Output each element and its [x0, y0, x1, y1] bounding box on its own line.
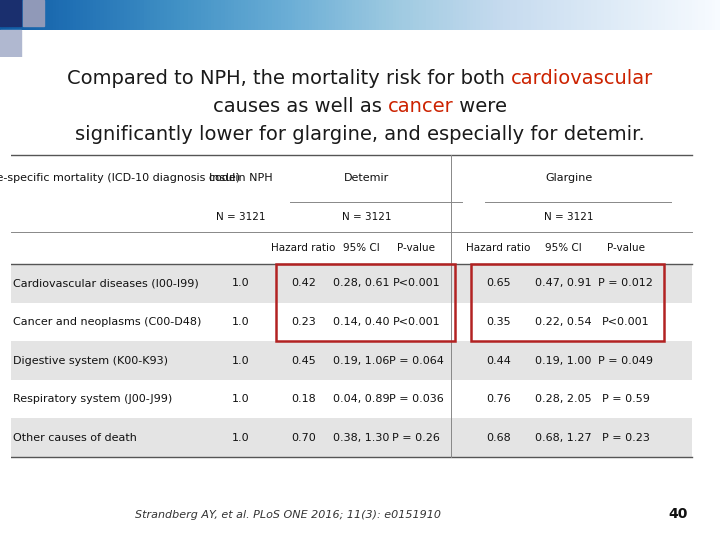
- Text: P<0.001: P<0.001: [602, 317, 649, 327]
- Text: 0.44: 0.44: [486, 355, 511, 366]
- Text: P = 0.23: P = 0.23: [602, 433, 649, 443]
- Text: P = 0.012: P = 0.012: [598, 279, 653, 288]
- Text: 95% CI: 95% CI: [343, 243, 379, 253]
- Text: were: were: [454, 97, 508, 116]
- Text: Glargine: Glargine: [546, 173, 593, 183]
- Text: 0.19, 1.00: 0.19, 1.00: [535, 355, 592, 366]
- Text: Strandberg AY, et al. PLoS ONE 2016; 11(3): e0151910: Strandberg AY, et al. PLoS ONE 2016; 11(…: [135, 510, 441, 521]
- Text: P = 0.036: P = 0.036: [389, 394, 444, 404]
- Bar: [11, 418, 693, 457]
- Text: Detemir: Detemir: [344, 173, 390, 183]
- Text: P<0.001: P<0.001: [392, 317, 440, 327]
- Text: N = 3121: N = 3121: [216, 212, 266, 222]
- Bar: [471, 264, 664, 341]
- Text: 1.0: 1.0: [232, 433, 250, 443]
- Text: Insulin NPH: Insulin NPH: [209, 173, 273, 183]
- Text: 40: 40: [668, 508, 688, 522]
- Text: 0.45: 0.45: [291, 355, 316, 366]
- Text: P<0.001: P<0.001: [392, 279, 440, 288]
- Text: Respiratory system (J00-J99): Respiratory system (J00-J99): [13, 394, 172, 404]
- Text: Cardiovascular diseases (I00-I99): Cardiovascular diseases (I00-I99): [13, 279, 199, 288]
- Text: 0.28, 0.61: 0.28, 0.61: [333, 279, 390, 288]
- Text: 0.70: 0.70: [291, 433, 316, 443]
- Text: causes as well as: causes as well as: [212, 97, 387, 116]
- Text: 0.76: 0.76: [486, 394, 511, 404]
- Text: P = 0.064: P = 0.064: [389, 355, 444, 366]
- Text: 1.0: 1.0: [232, 317, 250, 327]
- Bar: [276, 264, 455, 341]
- Text: Hazard ratio: Hazard ratio: [467, 243, 531, 253]
- Text: 0.14, 0.40: 0.14, 0.40: [333, 317, 390, 327]
- Text: 0.65: 0.65: [486, 279, 511, 288]
- Text: P = 0.59: P = 0.59: [602, 394, 649, 404]
- Text: Other causes of death: Other causes of death: [13, 433, 137, 443]
- Text: Hazard ratio: Hazard ratio: [271, 243, 336, 253]
- Text: P = 0.049: P = 0.049: [598, 355, 653, 366]
- Text: 0.68: 0.68: [486, 433, 511, 443]
- Text: 0.22, 0.54: 0.22, 0.54: [535, 317, 592, 327]
- Text: 0.38, 1.30: 0.38, 1.30: [333, 433, 390, 443]
- Text: cardiovascular: cardiovascular: [511, 69, 653, 87]
- Text: 1.0: 1.0: [232, 394, 250, 404]
- Text: 1.0: 1.0: [232, 279, 250, 288]
- Text: 0.19, 1.06: 0.19, 1.06: [333, 355, 390, 366]
- Text: 0.23: 0.23: [291, 317, 316, 327]
- Text: 0.35: 0.35: [486, 317, 511, 327]
- Text: N = 3121: N = 3121: [544, 212, 594, 222]
- Bar: [23, 0, 44, 26]
- Text: Cause-specific mortality (ICD-10 diagnosis code): Cause-specific mortality (ICD-10 diagnos…: [0, 173, 240, 183]
- Bar: [0, 30, 21, 57]
- Text: Cancer and neoplasms (C00-D48): Cancer and neoplasms (C00-D48): [13, 317, 202, 327]
- Text: 1.0: 1.0: [232, 355, 250, 366]
- Text: 0.28, 2.05: 0.28, 2.05: [535, 394, 592, 404]
- Text: cancer: cancer: [387, 97, 454, 116]
- Text: P = 0.26: P = 0.26: [392, 433, 441, 443]
- Text: N = 3121: N = 3121: [342, 212, 392, 222]
- Text: Compared to NPH, the mortality risk for both: Compared to NPH, the mortality risk for …: [67, 69, 511, 87]
- Bar: [11, 341, 693, 380]
- Text: 0.18: 0.18: [291, 394, 316, 404]
- Text: P-value: P-value: [606, 243, 644, 253]
- Text: significantly lower for glargine, and especially for detemir.: significantly lower for glargine, and es…: [75, 125, 645, 144]
- Text: Digestive system (K00-K93): Digestive system (K00-K93): [13, 355, 168, 366]
- Text: 0.68, 1.27: 0.68, 1.27: [535, 433, 592, 443]
- Bar: [11, 264, 693, 303]
- Text: 0.42: 0.42: [291, 279, 316, 288]
- Bar: [0, 0, 21, 26]
- Text: 0.04, 0.89: 0.04, 0.89: [333, 394, 390, 404]
- Text: P-value: P-value: [397, 243, 436, 253]
- Text: 95% CI: 95% CI: [545, 243, 582, 253]
- Text: 0.47, 0.91: 0.47, 0.91: [535, 279, 592, 288]
